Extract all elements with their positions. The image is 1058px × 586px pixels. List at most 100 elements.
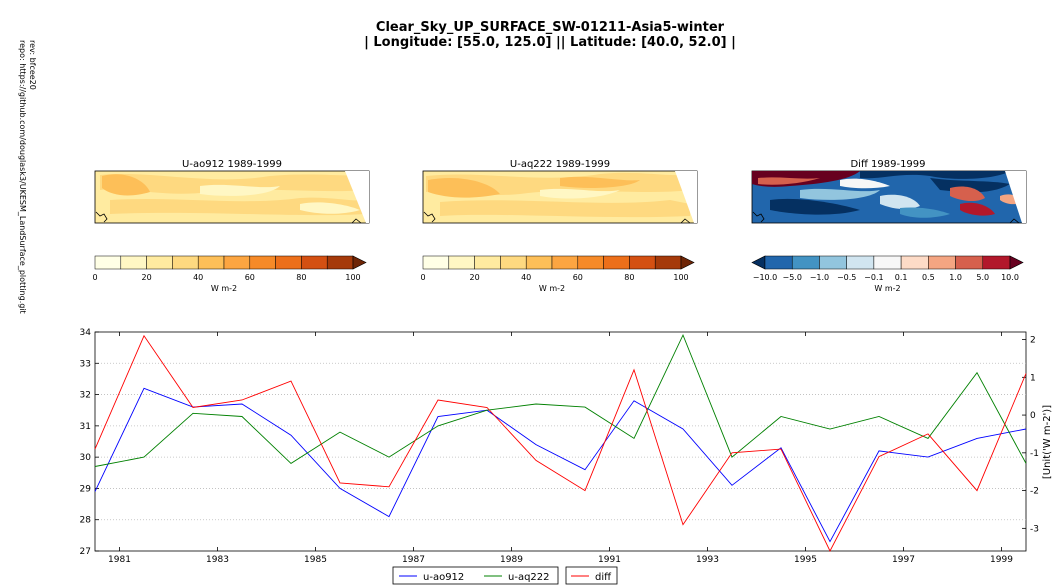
colorbar-segment	[900, 255, 929, 270]
colorbar-tick-label: 5.0	[976, 273, 989, 282]
map-panel-ao912: U-ao912 1989-1999	[94, 159, 370, 224]
colorbar-segment	[474, 255, 501, 270]
colorbar-segment	[448, 255, 475, 270]
plot-area	[94, 331, 1027, 552]
colorbar-segment	[955, 255, 984, 270]
colorbar-tick-label: −10.0	[753, 273, 778, 282]
colorbar-segment	[629, 255, 656, 270]
y2-tick-label: -3	[1030, 524, 1039, 534]
colorbar-segment	[146, 255, 173, 270]
y2-tick-label: 1	[1030, 373, 1036, 383]
x-tick-label: 1987	[402, 555, 425, 565]
y-tick-label: 28	[80, 516, 92, 526]
colorbar-segment	[819, 255, 847, 270]
series-line-u-ao912	[94, 387, 1027, 543]
colorbar-segment	[301, 255, 328, 270]
side-annotation: rev: bfcee20 repo: https://github.com/do…	[14, 40, 44, 340]
y2-tick-label: -2	[1030, 487, 1039, 497]
colorbar-segment	[603, 255, 630, 270]
colorbar-extend-low	[751, 255, 766, 270]
colorbar-tick-label: −0.1	[864, 273, 883, 282]
colorbar-segment	[525, 255, 553, 270]
colorbar-tick-label: 100	[345, 273, 360, 282]
colorbar-tick-label: 100	[673, 273, 688, 282]
colorbar-tick-label: 0.5	[922, 273, 935, 282]
y-tick-label: 33	[80, 359, 91, 369]
colorbar-segment	[791, 255, 820, 270]
colorbar-tick-label: −0.5	[837, 273, 856, 282]
colorbar-extend-high	[1009, 255, 1024, 270]
gridlines	[95, 362, 1026, 521]
map-title: Diff 1989-1999	[850, 159, 925, 170]
x-tick-label: 1985	[304, 555, 327, 565]
colorbar-segment	[120, 255, 147, 270]
colorbar-tick-label: 10.0	[1001, 273, 1019, 282]
colorbar-units: W m-2	[211, 284, 237, 293]
colorbar-tick-label: 40	[193, 273, 203, 282]
colorbar-tick-label: −5.0	[783, 273, 802, 282]
map-title: U-aq222 1989-1999	[510, 159, 610, 170]
colorbar-segment	[764, 255, 793, 270]
repository-label: repo: https://github.com/douglask3/UKESM…	[18, 40, 27, 314]
y-tick-label: 29	[80, 484, 92, 494]
legend: u-ao912 u-aq222 diff	[392, 566, 618, 585]
colorbar-tick-label: 1.0	[949, 273, 962, 282]
series-line-u-aq222	[94, 333, 1027, 467]
y-tick-label: 27	[80, 547, 91, 557]
y2-tick-label: 0	[1030, 411, 1036, 421]
colorbar-segment	[197, 255, 225, 270]
colorbar-aq222: 0 20 40 60 80 100 W m-2	[420, 255, 695, 293]
y2-axis-label: [Unit('W m-2')]	[1042, 405, 1053, 479]
colorbar-tick-label: 40	[521, 273, 531, 282]
figure-title: Clear_Sky_UP_SURFACE_SW-01211-Asia5-wint…	[250, 20, 850, 50]
series-lines	[94, 333, 1027, 553]
colorbar-segment	[422, 255, 450, 270]
map-panel-aq222: U-aq222 1989-1999	[422, 159, 698, 224]
colorbar-segment	[551, 255, 579, 270]
map-title: U-ao912 1989-1999	[182, 159, 282, 170]
y2-tick-label: -1	[1030, 449, 1039, 459]
title-line-1: Clear_Sky_UP_SURFACE_SW-01211-Asia5-wint…	[375, 20, 725, 35]
colorbar-tick-label: 0.1	[895, 273, 908, 282]
colorbar-tick-label: 60	[573, 273, 583, 282]
colorbar-tick-label: 20	[470, 273, 480, 282]
colorbar-segment	[577, 255, 604, 270]
y-tick-label: 30	[80, 453, 92, 463]
colorbar-segment	[654, 255, 682, 270]
colorbar-tick-label: 60	[245, 273, 255, 282]
x-axis: 1981 1983 1985 1987 1989 1991 1993 1995 1997 1999	[108, 332, 1013, 565]
colorbar-segment	[500, 255, 527, 270]
x-tick-label: 1989	[500, 555, 523, 565]
legend-label-diff: diff	[595, 572, 612, 583]
colorbar-segment	[928, 255, 956, 270]
timeseries-chart: 27 28 29 30 31 32 33 34 -3 -2 -1 0 1 2 1981 1983 1985 1…	[80, 328, 1053, 565]
y-tick-label: 34	[80, 328, 92, 338]
colorbar-segment	[94, 255, 122, 270]
colorbar-tick-label: 0	[92, 273, 97, 282]
y-tick-label: 31	[80, 422, 91, 432]
x-tick-label: 1999	[990, 555, 1013, 565]
y-tick-label: 32	[80, 391, 91, 401]
colorbar-segment	[223, 255, 251, 270]
x-tick-label: 1981	[108, 555, 131, 565]
colorbar-extend-high	[352, 255, 367, 270]
y-axis-right: -3 -2 -1 0 1 2	[1022, 336, 1039, 534]
colorbar-segment	[249, 255, 276, 270]
x-tick-label: 1991	[598, 555, 621, 565]
series-line-diff	[94, 334, 1027, 553]
x-tick-label: 1983	[206, 555, 229, 565]
title-line-2: | Longitude: [55.0, 125.0] || Latitude: …	[364, 35, 736, 50]
y-axis-left: 27 28 29 30 31 32 33 34	[80, 328, 99, 557]
colorbar-segment	[873, 255, 902, 270]
colorbar-units: W m-2	[539, 284, 565, 293]
revision-label: rev: bfcee20	[28, 40, 37, 90]
x-tick-label: 1993	[696, 555, 719, 565]
y2-tick-label: 2	[1030, 336, 1036, 346]
colorbar-ao912: 0 20 40 60 80 100 W m-2	[92, 255, 367, 293]
colorbar-extend-high	[680, 255, 695, 270]
colorbar-segment	[846, 255, 875, 270]
x-tick-label: 1997	[892, 555, 915, 565]
colorbar-segment	[275, 255, 302, 270]
colorbar-segment	[326, 255, 354, 270]
